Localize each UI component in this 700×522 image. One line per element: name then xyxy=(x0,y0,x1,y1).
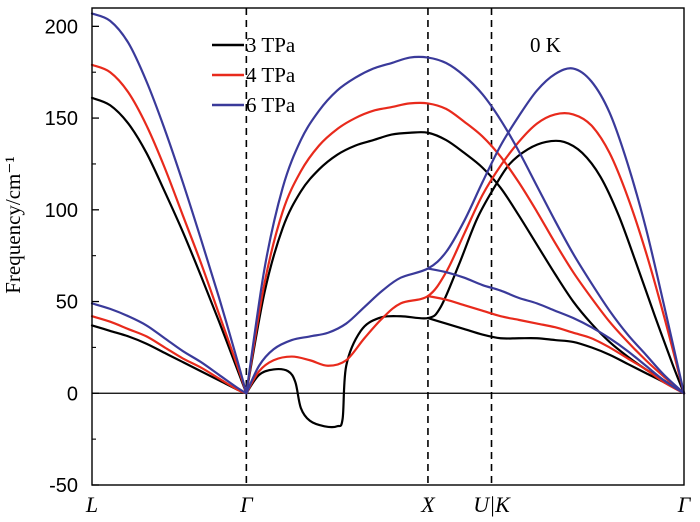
dispersion-branch xyxy=(245,131,686,395)
dispersion-branch xyxy=(90,324,248,395)
dispersion-branch xyxy=(245,55,686,395)
dispersion-branch xyxy=(90,302,248,395)
dispersion-branch xyxy=(245,101,686,395)
dispersion-branch xyxy=(90,315,248,395)
dispersion-branch xyxy=(245,67,686,395)
series-3-tpa xyxy=(90,96,686,429)
plot-layer xyxy=(90,8,686,485)
y-tick-label: -50 xyxy=(49,475,78,497)
dispersion-branch xyxy=(90,63,248,395)
y-tick-label: 50 xyxy=(56,292,78,314)
axes-layer: -50 0 50 100 150 200 L Γ X U|K Γ xyxy=(45,7,692,517)
temperature-annotation: 0 K xyxy=(530,33,561,57)
x-tick-label: X xyxy=(420,492,436,517)
plot-frame xyxy=(91,7,685,486)
x-tick-label: Γ xyxy=(239,492,254,517)
legend-label: 3 TPa xyxy=(246,33,296,57)
legend-label: 6 TPa xyxy=(246,93,296,117)
y-tick-label: 200 xyxy=(45,16,78,38)
legend-label: 4 TPa xyxy=(246,63,296,87)
x-tick-label: L xyxy=(85,492,98,517)
x-tick-label: U|K xyxy=(473,492,511,517)
series-6-tpa xyxy=(90,12,686,395)
dispersion-branch xyxy=(426,316,686,395)
dispersion-branch xyxy=(245,112,686,395)
y-tick-label: 150 xyxy=(45,108,78,130)
dispersion-branch xyxy=(90,12,248,395)
series-4-tpa xyxy=(90,63,686,395)
x-tick-label: Γ xyxy=(677,492,692,517)
legend: 3 TPa 4 TPa 6 TPa xyxy=(212,33,296,117)
y-axis-label: Frequency/cm⁻¹ xyxy=(1,156,25,294)
y-tick-label: 0 xyxy=(67,383,78,405)
dispersion-branch xyxy=(90,96,248,395)
dispersion-branch xyxy=(426,267,686,395)
dispersion-branch xyxy=(426,294,686,395)
y-tick-label: 100 xyxy=(45,200,78,222)
dispersion-branch xyxy=(245,139,686,429)
